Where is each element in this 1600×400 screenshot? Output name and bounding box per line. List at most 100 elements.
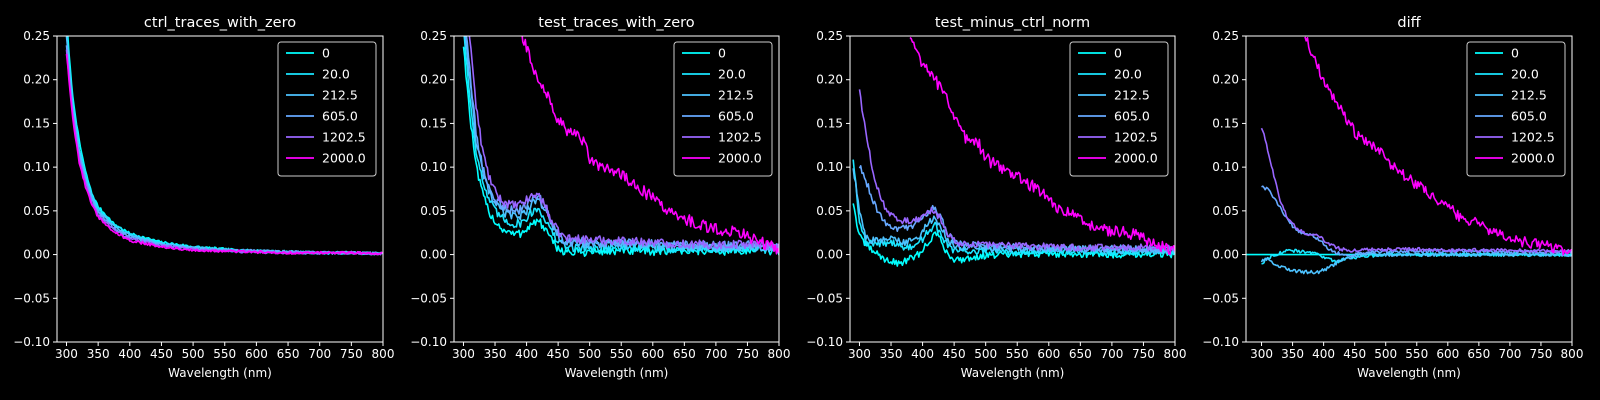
x-tick-label: 550 (1006, 347, 1029, 361)
x-tick-label: 400 (911, 347, 934, 361)
series-line (521, 36, 779, 255)
x-tick-label: 450 (1343, 347, 1366, 361)
legend-label: 605.0 (322, 109, 358, 124)
series-group (65, 36, 383, 256)
x-tick-label: 450 (547, 347, 570, 361)
legend-label: 0 (1511, 46, 1519, 61)
series-line (1304, 36, 1572, 256)
series-line (65, 53, 383, 256)
x-tick-label: 350 (87, 347, 110, 361)
x-tick-label: 550 (213, 347, 236, 361)
y-tick-label: 0.05 (23, 204, 50, 218)
x-axis-label: Wavelength (nm) (168, 366, 272, 380)
legend-label: 20.0 (1511, 67, 1539, 82)
legend-label: 20.0 (718, 67, 746, 82)
x-tick-label: 650 (673, 347, 696, 361)
x-tick-label: 700 (1100, 347, 1123, 361)
x-tick-label: 750 (340, 347, 363, 361)
legend-label: 1202.5 (718, 130, 762, 145)
x-tick-label: 600 (641, 347, 664, 361)
series-line (858, 89, 1175, 253)
y-tick-label: 0.20 (1212, 73, 1239, 87)
x-tick-label: 500 (1374, 347, 1397, 361)
legend-label: 1202.5 (1114, 130, 1158, 145)
x-tick-label: 750 (736, 347, 759, 361)
y-tick-label: 0.25 (816, 29, 843, 43)
x-tick-label: 700 (308, 347, 331, 361)
y-tick-label: 0.20 (816, 73, 843, 87)
y-tick-label: 0.10 (816, 160, 843, 174)
y-tick-label: −0.10 (1202, 335, 1239, 349)
chart-panel-3: test_minus_ctrl_norm 300 350 400 450 500 550 60… (806, 15, 1186, 380)
x-tick-label: 650 (1069, 347, 1092, 361)
legend-label: 2000.0 (322, 151, 366, 166)
chart-title: ctrl_traces_with_zero (144, 15, 296, 31)
y-tick-label: 0.25 (1212, 29, 1239, 43)
x-tick-label: 650 (1467, 347, 1490, 361)
x-tick-label: 400 (118, 347, 141, 361)
x-tick-label: 700 (1498, 347, 1521, 361)
y-tick-label: 0.05 (1212, 204, 1239, 218)
x-tick-label: 500 (578, 347, 601, 361)
y-tick-label: −0.10 (806, 335, 843, 349)
x-axis-label: Wavelength (nm) (1357, 366, 1461, 380)
axes-frame (1245, 35, 1573, 343)
legend-label: 212.5 (322, 88, 358, 103)
x-tick-label: 550 (610, 347, 633, 361)
y-tick-label: 0.10 (1212, 160, 1239, 174)
y-tick-label: −0.05 (1202, 291, 1239, 305)
legend-label: 20.0 (1114, 67, 1142, 82)
y-tick-label: 0.00 (420, 248, 447, 262)
legend-label: 605.0 (1511, 109, 1547, 124)
series-group (462, 36, 779, 257)
x-tick-label: 500 (182, 347, 205, 361)
y-tick-label: −0.05 (806, 291, 843, 305)
x-tick-label: 300 (55, 347, 78, 361)
y-tick-label: 0.00 (1212, 248, 1239, 262)
series-line (1260, 252, 1572, 275)
y-tick-label: −0.05 (410, 291, 447, 305)
y-tick-label: 0.20 (420, 73, 447, 87)
chart-panel-4: diff 300 350 400 450 500 550 600 650 700 750 800 −0.… (1202, 15, 1583, 380)
legend-label: 212.5 (718, 88, 754, 103)
y-tick-label: 0.20 (23, 73, 50, 87)
series-line (1260, 127, 1572, 254)
chart-panel-2: test_traces_with_zero 300 350 400 450 500 550 6… (410, 15, 791, 380)
legend-label: 212.5 (1114, 88, 1150, 103)
axes-frame (453, 35, 780, 343)
y-tick-label: −0.10 (410, 335, 447, 349)
legend: 0 20.0 212.5 605.0 1202.5 2000.0 (1069, 41, 1169, 177)
x-tick-label: 450 (150, 347, 173, 361)
x-tick-label: 800 (768, 347, 791, 361)
x-tick-label: 400 (1312, 347, 1335, 361)
chart-title: test_traces_with_zero (538, 15, 695, 31)
axes-frame (849, 35, 1176, 343)
x-tick-label: 450 (943, 347, 966, 361)
legend: 0 20.0 212.5 605.0 1202.5 2000.0 (673, 41, 773, 177)
legend-label: 2000.0 (1511, 151, 1555, 166)
y-tick-label: 0.25 (420, 29, 447, 43)
x-tick-label: 350 (1281, 347, 1304, 361)
legend-box (277, 41, 377, 177)
x-tick-label: 300 (848, 347, 871, 361)
legend-box (1466, 41, 1566, 177)
legend-box (1069, 41, 1169, 177)
y-tick-label: 0.15 (816, 116, 843, 130)
x-tick-label: 550 (1405, 347, 1428, 361)
y-tick-label: 0.05 (816, 204, 843, 218)
x-tick-label: 350 (484, 347, 507, 361)
legend-label: 605.0 (718, 109, 754, 124)
x-axis-label: Wavelength (nm) (565, 366, 669, 380)
x-tick-label: 800 (372, 347, 395, 361)
x-tick-label: 750 (1529, 347, 1552, 361)
series-group (852, 36, 1175, 267)
series-line (464, 36, 779, 253)
x-tick-label: 400 (515, 347, 538, 361)
y-tick-label: 0.05 (420, 204, 447, 218)
x-tick-label: 600 (1436, 347, 1459, 361)
chart-panel-1: ctrl_traces_with_zero 300 350 400 450 500 550 6… (13, 15, 394, 380)
legend-label: 0 (718, 46, 726, 61)
legend-label: 20.0 (322, 67, 350, 82)
y-tick-label: 0.15 (23, 116, 50, 130)
